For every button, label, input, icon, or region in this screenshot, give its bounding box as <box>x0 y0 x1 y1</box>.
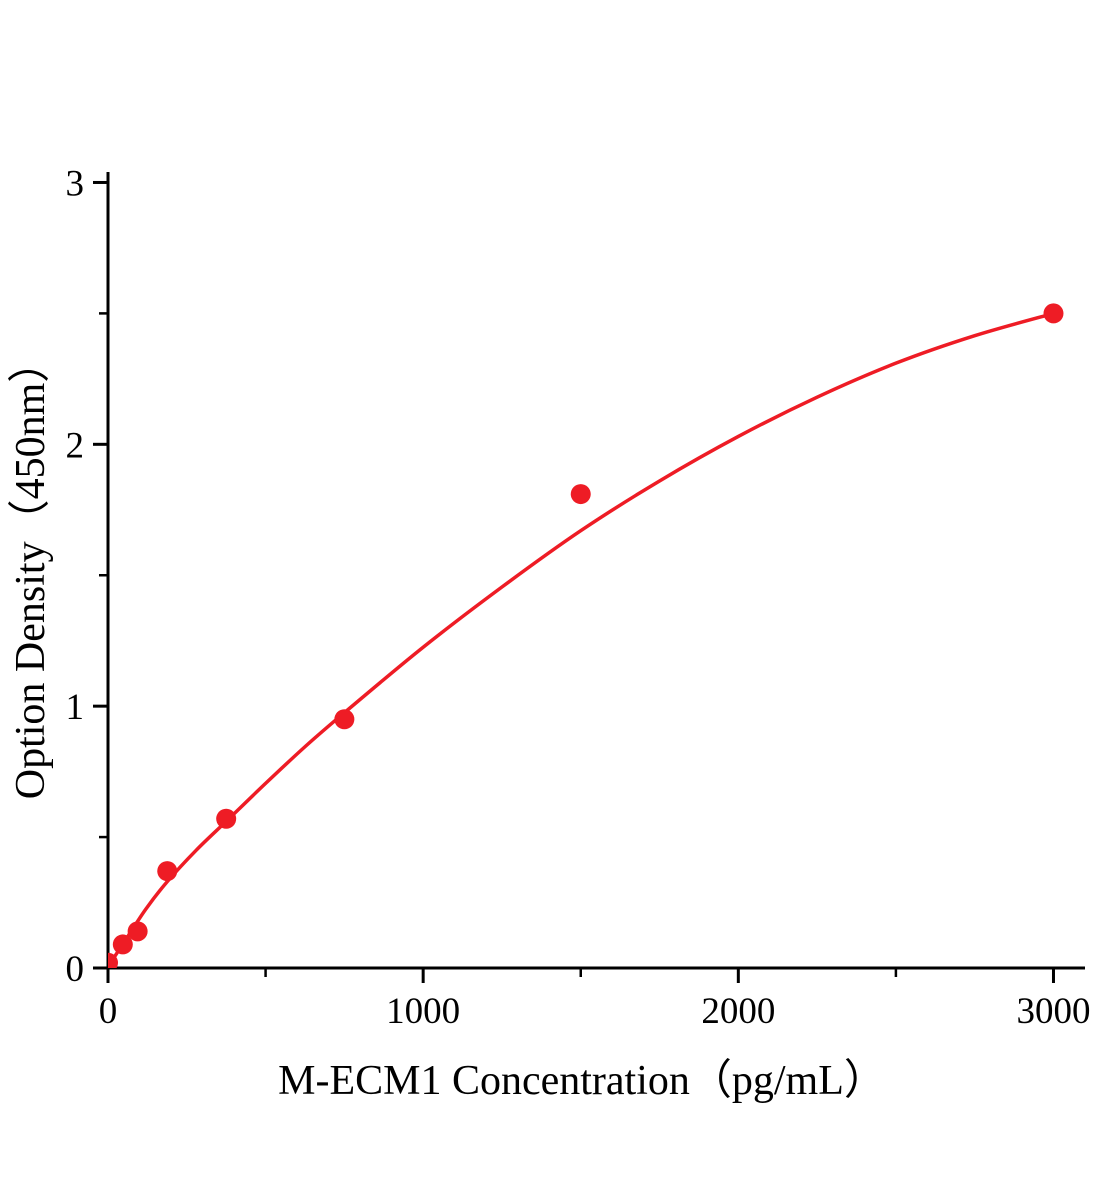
y-tick-label: 0 <box>66 949 85 990</box>
data-point-marker <box>127 921 148 942</box>
y-tick-label: 2 <box>66 425 85 466</box>
x-tick-label: 1000 <box>386 991 460 1032</box>
x-tick-label: 2000 <box>701 991 775 1032</box>
data-point-marker <box>157 861 178 882</box>
x-axis-title: M-ECM1 Concentration（pg/mL） <box>278 1058 886 1104</box>
data-point-marker <box>112 934 133 955</box>
y-tick-label: 3 <box>66 163 85 204</box>
data-point-marker <box>570 484 591 505</box>
axis-lines <box>106 172 1085 970</box>
y-tick-label: 1 <box>66 687 85 728</box>
data-point-marker <box>108 952 118 968</box>
x-tick-label: 0 <box>99 991 118 1032</box>
data-point-marker <box>334 709 355 730</box>
fit-curve-line <box>108 311 1054 968</box>
data-point-marker <box>1043 303 1064 324</box>
plot-area <box>108 303 1064 968</box>
y-axis-title: Option Density（450nm） <box>8 341 54 800</box>
data-point-marker <box>216 808 237 829</box>
x-tick-label: 3000 <box>1016 991 1090 1032</box>
